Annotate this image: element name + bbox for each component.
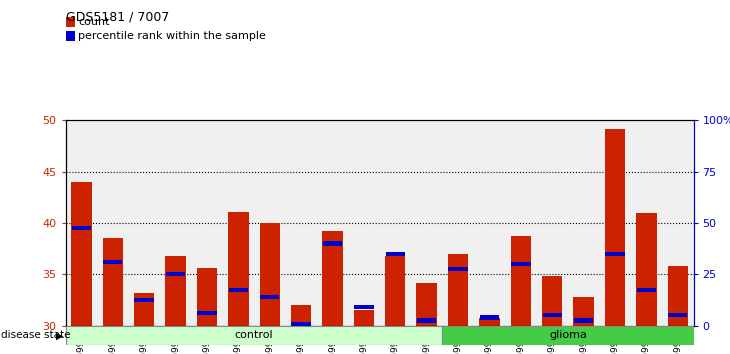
Bar bbox=[66, 17, 75, 27]
Text: percentile rank within the sample: percentile rank within the sample bbox=[79, 31, 266, 41]
Bar bbox=[448, 254, 468, 326]
Text: glioma: glioma bbox=[549, 330, 587, 341]
Bar bbox=[103, 260, 123, 264]
Bar bbox=[166, 272, 185, 276]
Bar bbox=[574, 319, 593, 322]
Bar bbox=[72, 226, 91, 230]
Bar bbox=[72, 182, 91, 326]
Bar bbox=[511, 262, 531, 266]
Bar bbox=[448, 267, 468, 271]
Bar bbox=[542, 276, 562, 326]
Bar bbox=[228, 288, 248, 292]
Bar bbox=[66, 326, 442, 345]
Bar bbox=[323, 241, 342, 246]
Bar bbox=[323, 231, 342, 326]
Text: count: count bbox=[79, 17, 110, 27]
Bar bbox=[574, 297, 593, 326]
Bar bbox=[442, 326, 694, 345]
Bar bbox=[354, 305, 374, 309]
Bar bbox=[66, 31, 75, 41]
Bar bbox=[480, 319, 499, 326]
Bar bbox=[637, 213, 656, 326]
Text: disease state: disease state bbox=[1, 330, 70, 341]
Bar bbox=[197, 311, 217, 315]
Bar bbox=[605, 252, 625, 256]
Bar bbox=[542, 313, 562, 318]
Bar bbox=[385, 256, 405, 326]
Bar bbox=[166, 256, 185, 326]
Bar bbox=[668, 313, 688, 318]
Bar bbox=[260, 295, 280, 299]
Text: ▶: ▶ bbox=[56, 330, 64, 341]
Bar bbox=[637, 288, 656, 292]
Bar bbox=[417, 282, 437, 326]
Text: GDS5181 / 7007: GDS5181 / 7007 bbox=[66, 11, 169, 24]
Bar bbox=[417, 319, 437, 322]
Bar bbox=[480, 315, 499, 320]
Bar bbox=[134, 298, 154, 302]
Bar bbox=[511, 236, 531, 326]
Bar bbox=[605, 129, 625, 326]
Bar bbox=[291, 305, 311, 326]
Bar bbox=[354, 310, 374, 326]
Bar bbox=[103, 239, 123, 326]
Bar bbox=[134, 293, 154, 326]
Bar bbox=[668, 266, 688, 326]
Bar bbox=[260, 223, 280, 326]
Bar bbox=[385, 252, 405, 256]
Bar bbox=[228, 212, 248, 326]
Text: control: control bbox=[235, 330, 273, 341]
Bar bbox=[197, 268, 217, 326]
Bar bbox=[291, 321, 311, 326]
